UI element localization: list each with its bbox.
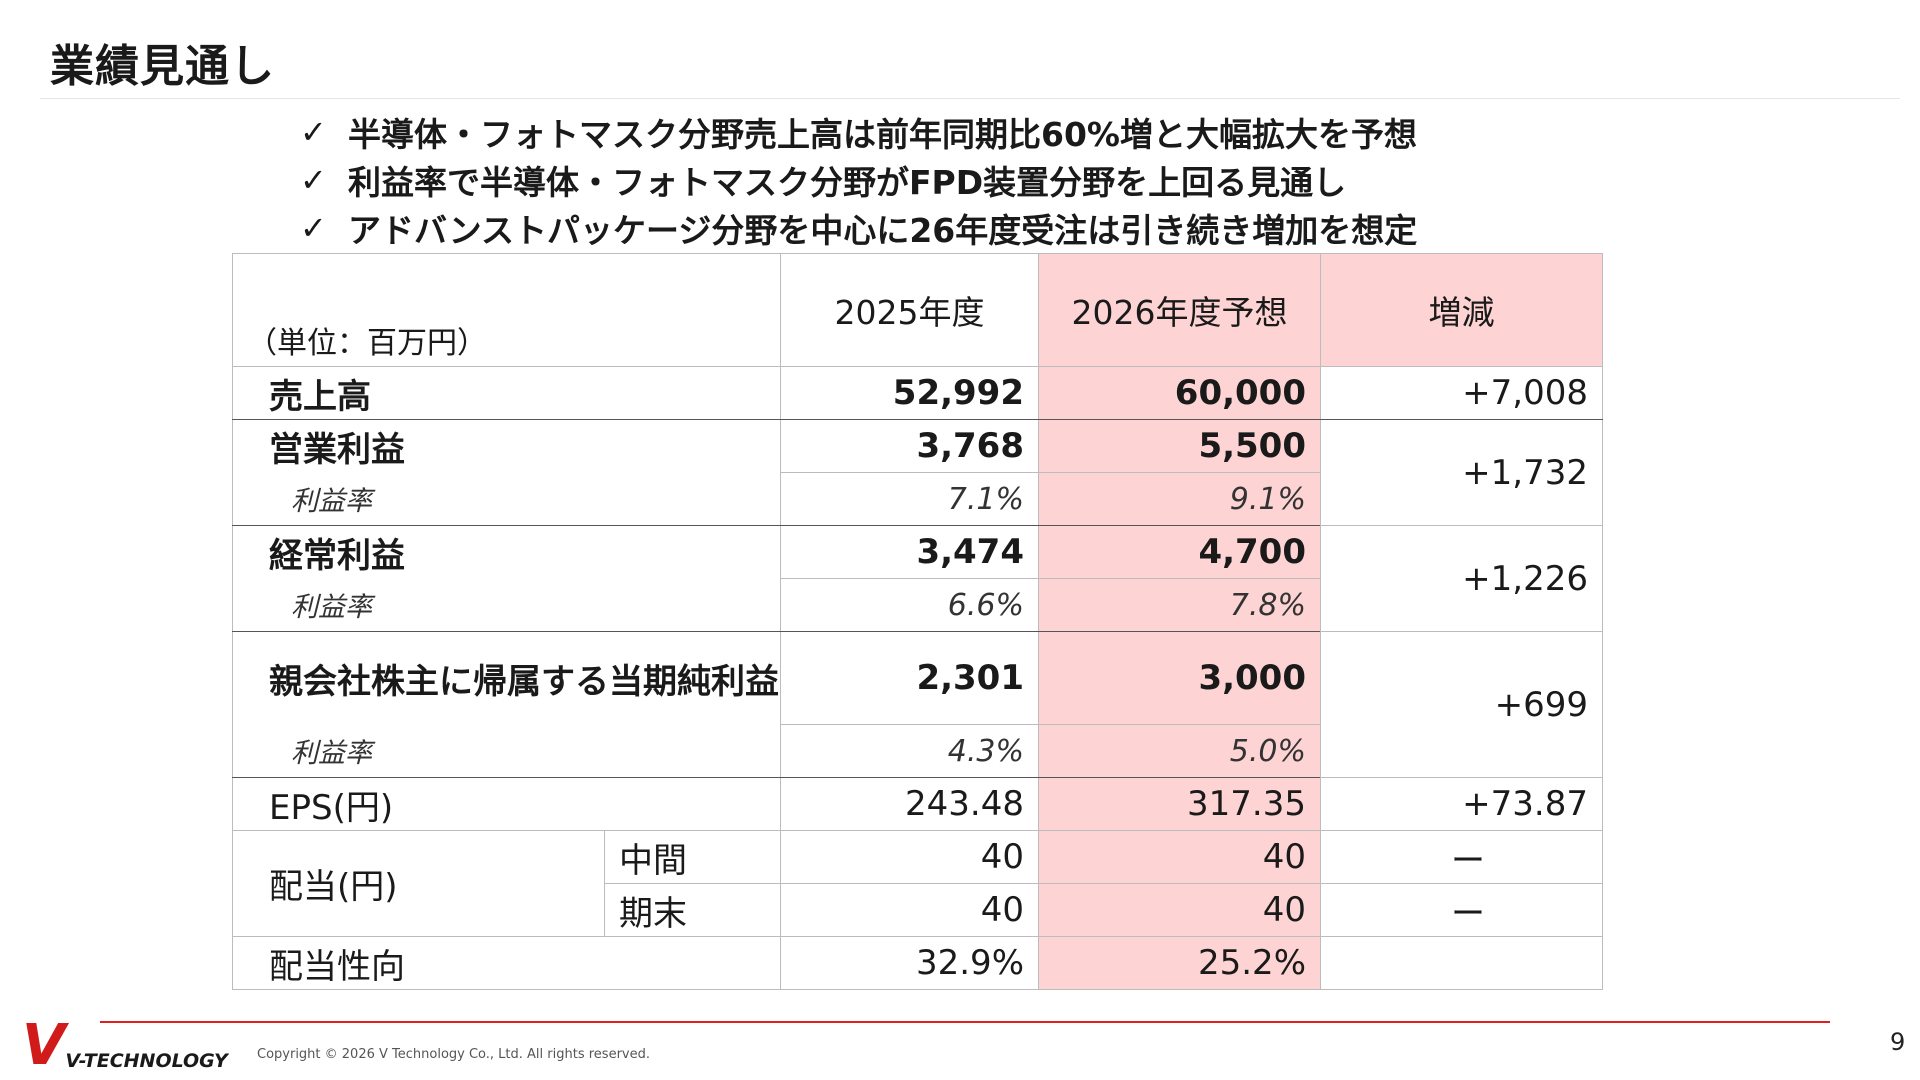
value-2026: 4,700 bbox=[1038, 525, 1321, 579]
change-value: +699 bbox=[1320, 631, 1603, 778]
bullet-text: 半導体・フォトマスク分野売上高は前年同期比60%増と大幅拡大を予想 bbox=[348, 115, 1417, 154]
value-2026: 3,000 bbox=[1038, 631, 1321, 725]
value-2025: 3,474 bbox=[780, 525, 1039, 579]
change-value: +7,008 bbox=[1320, 366, 1603, 420]
margin-label: 利益率 bbox=[232, 472, 781, 526]
table-row-eps: EPS(円) 243.48 317.35 +73.87 bbox=[232, 777, 1603, 831]
table-row-operating: 営業利益 3,768 5,500 +1,732 bbox=[232, 419, 1603, 526]
row-label: 売上高 bbox=[232, 366, 781, 420]
check-icon: ✓ bbox=[300, 209, 327, 247]
v-logo-icon: V bbox=[22, 1013, 65, 1078]
margin-2025: 6.6% bbox=[780, 578, 1039, 632]
change-value: +1,226 bbox=[1320, 525, 1603, 632]
check-icon: ✓ bbox=[300, 161, 327, 199]
title-divider bbox=[40, 98, 1900, 99]
row-label: 配当性向 bbox=[232, 936, 781, 990]
table-row-net-margin: 利益率 4.3% 5.0% bbox=[232, 724, 1603, 778]
table-row-sales: 売上高 52,992 60,000 +7,008 bbox=[232, 366, 1603, 420]
change-value: +73.87 bbox=[1320, 777, 1603, 831]
bullet-item: ✓ アドバンストパッケージ分野を中心に26年度受注は引き続き増加を想定 bbox=[300, 204, 1417, 252]
sub-label: 期末 bbox=[604, 883, 781, 937]
margin-2025: 4.3% bbox=[780, 724, 1039, 778]
col-header-change: 増減 bbox=[1320, 253, 1603, 367]
row-label: 営業利益 bbox=[232, 419, 781, 473]
table-row-operating-margin: 利益率 7.1% 9.1% bbox=[232, 472, 1603, 526]
bullet-item: ✓ 半導体・フォトマスク分野売上高は前年同期比60%増と大幅拡大を予想 bbox=[300, 108, 1417, 156]
company-logo: V V-TECHNOLOGY bbox=[22, 1018, 228, 1074]
unit-label: （単位：百万円） bbox=[232, 253, 781, 367]
change-value: ー bbox=[1320, 830, 1603, 884]
col-header-2026: 2026年度予想 bbox=[1038, 253, 1321, 367]
value-2026: 317.35 bbox=[1038, 777, 1321, 831]
sub-label: 中間 bbox=[604, 830, 781, 884]
value-2025: 32.9% bbox=[780, 936, 1039, 990]
row-label: 経常利益 bbox=[232, 525, 781, 579]
table-row-dividend-interim: 配当(円) 中間 40 40 ー bbox=[232, 830, 1603, 937]
change-value-empty bbox=[1320, 936, 1603, 990]
table-header-row: （単位：百万円） 2025年度 2026年度予想 増減 bbox=[232, 253, 1603, 367]
value-2026: 40 bbox=[1038, 830, 1321, 884]
value-2025: 40 bbox=[780, 883, 1039, 937]
margin-2025: 7.1% bbox=[780, 472, 1039, 526]
value-2025: 243.48 bbox=[780, 777, 1039, 831]
value-2025: 2,301 bbox=[780, 631, 1039, 725]
brand-name: V-TECHNOLOGY bbox=[65, 1050, 228, 1072]
value-2026: 40 bbox=[1038, 883, 1321, 937]
row-label: EPS(円) bbox=[232, 777, 781, 831]
page-number: 9 bbox=[1890, 1028, 1906, 1056]
value-2025: 3,768 bbox=[780, 419, 1039, 473]
row-label: 配当(円) bbox=[232, 830, 605, 937]
bullet-item: ✓ 利益率で半導体・フォトマスク分野がFPD装置分野を上回る見通し bbox=[300, 156, 1417, 204]
margin-label: 利益率 bbox=[232, 578, 781, 632]
bullet-text: アドバンストパッケージ分野を中心に26年度受注は引き続き増加を想定 bbox=[348, 211, 1418, 250]
copyright-text: Copyright © 2026 V Technology Co., Ltd. … bbox=[257, 1047, 650, 1062]
margin-2026: 5.0% bbox=[1038, 724, 1321, 778]
value-2025: 52,992 bbox=[780, 366, 1039, 420]
table-row-dividend-yearend: 期末 40 40 ー bbox=[233, 883, 1603, 937]
table-row-ordinary-margin: 利益率 6.6% 7.8% bbox=[232, 578, 1603, 632]
change-value: +1,732 bbox=[1320, 419, 1603, 526]
check-icon: ✓ bbox=[300, 113, 327, 151]
row-label: 親会社株主に帰属する当期純利益 bbox=[232, 631, 781, 725]
table-row-payout: 配当性向 32.9% 25.2% bbox=[232, 936, 1603, 990]
value-2025: 40 bbox=[780, 830, 1039, 884]
footer-divider bbox=[100, 1021, 1830, 1023]
margin-label: 利益率 bbox=[232, 724, 781, 778]
col-header-2025: 2025年度 bbox=[780, 253, 1039, 367]
table-row-ordinary: 経常利益 3,474 4,700 +1,226 bbox=[232, 525, 1603, 632]
table-row-net-income: 親会社株主に帰属する当期純利益 2,301 3,000 +699 bbox=[232, 631, 1603, 778]
forecast-table: （単位：百万円） 2025年度 2026年度予想 増減 売上高 52,992 6… bbox=[232, 253, 1603, 990]
bullet-list: ✓ 半導体・フォトマスク分野売上高は前年同期比60%増と大幅拡大を予想 ✓ 利益… bbox=[300, 108, 1417, 252]
margin-2026: 9.1% bbox=[1038, 472, 1321, 526]
value-2026: 5,500 bbox=[1038, 419, 1321, 473]
value-2026: 25.2% bbox=[1038, 936, 1321, 990]
page-title: 業績見通し bbox=[50, 41, 275, 92]
margin-2026: 7.8% bbox=[1038, 578, 1321, 632]
value-2026: 60,000 bbox=[1038, 366, 1321, 420]
bullet-text: 利益率で半導体・フォトマスク分野がFPD装置分野を上回る見通し bbox=[348, 163, 1347, 202]
change-value: ー bbox=[1320, 883, 1603, 937]
